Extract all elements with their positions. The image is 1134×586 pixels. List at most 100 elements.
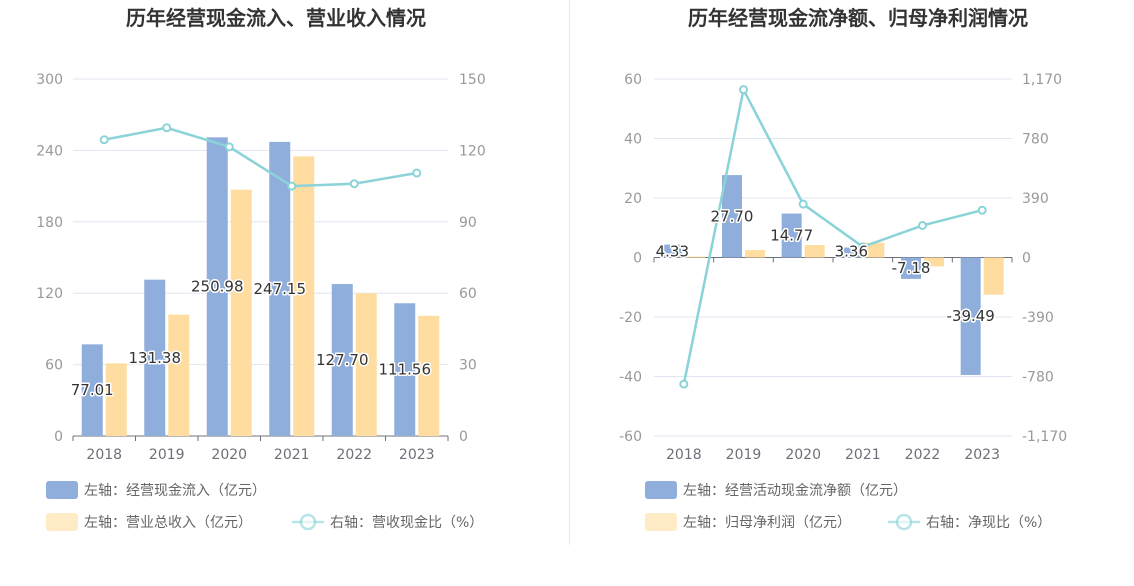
x-axis-tick-label: 2020: [211, 447, 247, 463]
line-point: [412, 168, 422, 178]
bar-series-1: [722, 175, 742, 258]
right-axis-tick-label: 120: [459, 143, 486, 159]
legend-item-2: 左轴：归母净利润（亿元）: [645, 513, 851, 531]
legend-swatch: [645, 513, 677, 531]
legend-swatch: [46, 513, 78, 531]
x-axis-tick-label: 2019: [726, 447, 762, 463]
bar-series-2: [168, 314, 190, 436]
x-axis-tick-label: 2021: [845, 447, 881, 463]
legend-item-3: 右轴：营收现金比（%）: [292, 513, 483, 531]
legend-swatch-marker: [895, 513, 913, 531]
legend-swatch: [46, 481, 78, 499]
data-label: 14.77: [770, 227, 813, 245]
right-axis-tick-label: 150: [459, 72, 486, 88]
right-axis-tick-label: 90: [459, 215, 477, 231]
bar-series-1: [901, 257, 921, 279]
legend-item-3: 右轴：净现比（%）: [888, 513, 1051, 531]
x-axis-tick-label: 2019: [149, 447, 185, 463]
left-axis-tick-label: 60: [624, 72, 642, 88]
bar-series-1: [144, 279, 166, 436]
legend-item-2: 左轴：营业总收入（亿元）: [46, 513, 252, 531]
line-point: [224, 142, 234, 152]
legend-swatch-marker: [299, 513, 317, 531]
line-point: [287, 181, 297, 191]
legend-label: 左轴：营业总收入（亿元）: [84, 515, 252, 531]
right-axis-tick-label: -1,170: [1022, 429, 1067, 445]
bar-series-1: [662, 244, 683, 258]
x-axis-tick-label: 2018: [86, 447, 122, 463]
chart-title: 历年经营现金流净额、归母净利润情况: [688, 6, 1028, 30]
left-axis-tick-label: 20: [624, 191, 642, 207]
left-axis-tick-label: -20: [619, 310, 642, 326]
left-axis-tick-label: 0: [633, 251, 642, 267]
legend-label: 右轴：净现比（%）: [926, 515, 1051, 531]
x-axis-tick-label: 2022: [905, 447, 941, 463]
bar-series-2: [418, 315, 440, 436]
bar-series-2: [804, 245, 825, 258]
bar-series-2: [924, 257, 944, 267]
data-label: 77.01: [71, 381, 114, 399]
bar-series-1: [331, 284, 353, 436]
chart-title: 历年经营现金流入、营业收入情况: [126, 6, 426, 30]
bar-series-1: [81, 344, 103, 436]
right-axis-tick-label: -390: [1022, 310, 1054, 326]
left-axis-tick-label: 180: [36, 215, 63, 231]
left-axis-tick-label: 40: [624, 132, 642, 148]
line-point: [858, 242, 868, 252]
bar-series-1: [394, 303, 416, 436]
right-axis-tick-label: 1,170: [1022, 72, 1062, 88]
legend-label: 左轴：经营活动现金流净额（亿元）: [683, 483, 907, 499]
line-point: [739, 85, 748, 95]
data-label: -39.49: [946, 307, 994, 325]
bar-series-2: [685, 256, 706, 258]
right-axis-tick-label: 30: [459, 358, 477, 374]
bar-series-2: [105, 363, 127, 436]
legend-label: 左轴：归母净利润（亿元）: [683, 514, 851, 531]
x-axis-tick-label: 2021: [274, 447, 310, 463]
data-label: 131.38: [129, 349, 182, 367]
bar-series-2: [355, 293, 377, 436]
left-axis-tick-label: -40: [619, 370, 642, 386]
bar-series-2: [983, 257, 1004, 295]
data-label: 3.36: [835, 243, 868, 261]
bar-series-2: [864, 242, 885, 258]
right-axis-tick-label: 60: [459, 286, 477, 302]
line-point: [162, 123, 172, 133]
left-axis-tick-label: -60: [619, 429, 642, 445]
line-point: [679, 379, 689, 389]
line-point: [918, 220, 927, 230]
panel-divider: [569, 0, 570, 545]
x-axis-tick-label: 2020: [785, 447, 821, 463]
x-axis-tick-label: 2022: [336, 447, 372, 463]
line-point: [977, 205, 987, 215]
legend-label: 左轴：经营现金流入（亿元）: [84, 483, 266, 499]
chart-2: 历年经营现金流净额、归母净利润情况 -60 -1,170 -40 -780 -20 -390…: [619, 6, 1067, 531]
chart-1: 历年经营现金流入、营业收入情况 0 0 60 30 120 60 180 90 240 120 300…: [36, 6, 486, 531]
bar-series-1: [960, 257, 981, 375]
right-axis-tick-label: 0: [1022, 251, 1031, 267]
legend-item-1: 左轴：经营活动现金流净额（亿元）: [645, 481, 907, 499]
x-axis-tick-label: 2023: [964, 447, 1000, 463]
left-axis-tick-label: 60: [45, 358, 63, 374]
left-axis-tick-label: 0: [54, 429, 63, 445]
line-point: [798, 199, 808, 209]
data-label: 247.15: [254, 280, 307, 298]
bar-series-1: [269, 141, 291, 437]
data-label: 111.56: [379, 361, 432, 379]
bar-series-2: [293, 156, 315, 436]
left-axis-tick-label: 120: [36, 286, 63, 302]
bar-series-1: [781, 213, 802, 258]
data-label: -7.18: [892, 259, 931, 277]
right-axis-tick-label: 390: [1022, 191, 1049, 207]
x-axis-tick-label: 2023: [399, 447, 435, 463]
bar-series-1: [206, 137, 228, 436]
legend-item-1: 左轴：经营现金流入（亿元）: [46, 481, 266, 499]
line-point: [349, 179, 359, 189]
bar-series-2: [230, 189, 252, 436]
data-label: 27.70: [711, 207, 754, 225]
bar-series-2: [745, 250, 765, 258]
bar-series-1: [841, 247, 862, 258]
data-label: 250.98: [191, 278, 244, 296]
